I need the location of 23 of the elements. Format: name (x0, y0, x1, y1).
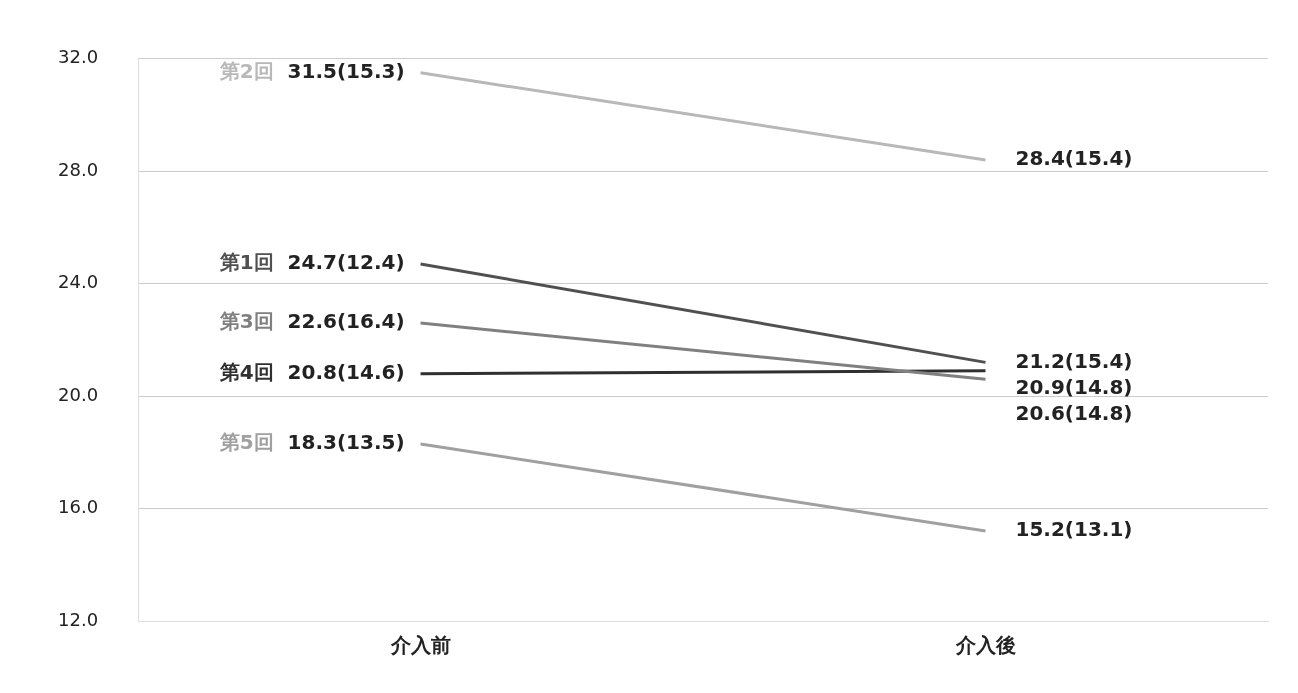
data-label: 15.2(13.1) (1015, 517, 1133, 542)
data-label: 28.4(15.4) (1015, 146, 1133, 171)
text: 第4回 (218, 359, 274, 384)
data-label: 24.7(12.4) (287, 250, 405, 275)
y-tick-label: 28.0 (58, 158, 99, 180)
data-label: 31.5(15.3) (287, 59, 405, 84)
data-label: 21.2(15.4) (1015, 348, 1133, 373)
x-tick-label: 介入後 (954, 633, 1016, 658)
text: 第3回 (218, 309, 274, 334)
text: 第1回 (218, 250, 274, 275)
y-tick-label: 20.0 (58, 383, 99, 405)
text: 第5回 (218, 430, 274, 455)
y-tick-label: 12.0 (58, 608, 99, 630)
data-label: 18.3(13.5) (287, 430, 405, 455)
y-tick-label: 24.0 (58, 271, 99, 293)
data-label: 20.9(14.8) (1015, 374, 1133, 399)
text: 第2回 (218, 59, 274, 84)
x-tick-label: 介入前 (389, 633, 451, 658)
data-label: 20.8(14.6) (287, 359, 405, 384)
data-label: 22.6(16.4) (287, 309, 405, 334)
y-tick-label: 16.0 (58, 496, 99, 518)
y-tick-label: 32.0 (58, 46, 99, 68)
data-label: 20.6(14.8) (1015, 400, 1133, 425)
